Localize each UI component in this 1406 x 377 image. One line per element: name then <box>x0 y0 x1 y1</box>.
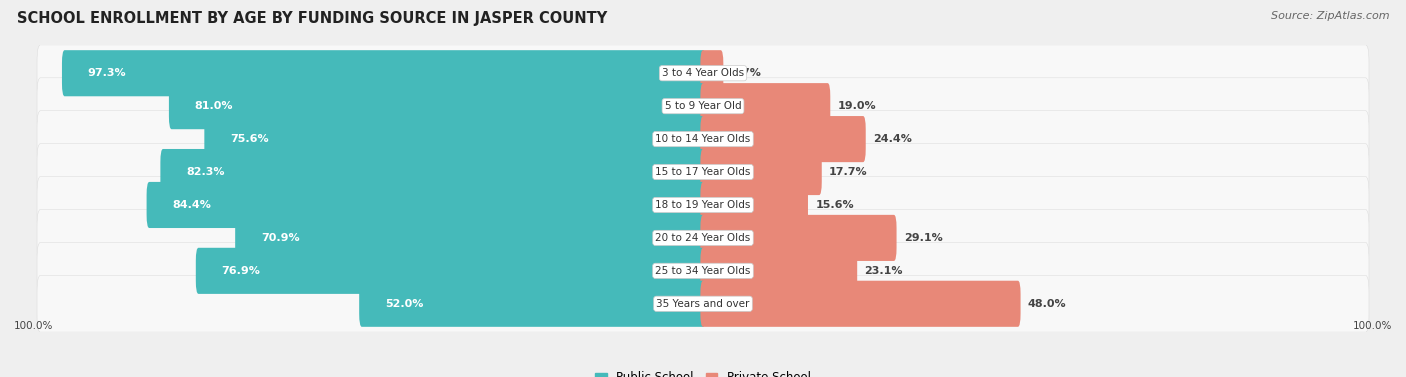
Legend: Public School, Private School: Public School, Private School <box>591 366 815 377</box>
Text: 70.9%: 70.9% <box>260 233 299 243</box>
Text: 82.3%: 82.3% <box>186 167 225 177</box>
Text: 23.1%: 23.1% <box>865 266 903 276</box>
Text: 3 to 4 Year Olds: 3 to 4 Year Olds <box>662 68 744 78</box>
FancyBboxPatch shape <box>37 177 1369 233</box>
FancyBboxPatch shape <box>37 144 1369 200</box>
FancyBboxPatch shape <box>700 83 831 129</box>
FancyBboxPatch shape <box>160 149 706 195</box>
Text: 76.9%: 76.9% <box>221 266 260 276</box>
Text: 35 Years and over: 35 Years and over <box>657 299 749 309</box>
Text: 15 to 17 Year Olds: 15 to 17 Year Olds <box>655 167 751 177</box>
Text: 97.3%: 97.3% <box>87 68 127 78</box>
FancyBboxPatch shape <box>700 215 897 261</box>
FancyBboxPatch shape <box>700 182 808 228</box>
Text: SCHOOL ENROLLMENT BY AGE BY FUNDING SOURCE IN JASPER COUNTY: SCHOOL ENROLLMENT BY AGE BY FUNDING SOUR… <box>17 11 607 26</box>
Text: 100.0%: 100.0% <box>1353 321 1392 331</box>
Text: 25 to 34 Year Olds: 25 to 34 Year Olds <box>655 266 751 276</box>
FancyBboxPatch shape <box>204 116 706 162</box>
FancyBboxPatch shape <box>195 248 706 294</box>
FancyBboxPatch shape <box>235 215 706 261</box>
Text: 17.7%: 17.7% <box>830 167 868 177</box>
Text: 75.6%: 75.6% <box>231 134 269 144</box>
Text: 24.4%: 24.4% <box>873 134 912 144</box>
FancyBboxPatch shape <box>700 50 723 96</box>
Text: 2.7%: 2.7% <box>731 68 762 78</box>
Text: 15.6%: 15.6% <box>815 200 853 210</box>
FancyBboxPatch shape <box>37 242 1369 299</box>
FancyBboxPatch shape <box>37 45 1369 101</box>
Text: 100.0%: 100.0% <box>14 321 53 331</box>
Text: Source: ZipAtlas.com: Source: ZipAtlas.com <box>1271 11 1389 21</box>
FancyBboxPatch shape <box>169 83 706 129</box>
FancyBboxPatch shape <box>37 78 1369 135</box>
FancyBboxPatch shape <box>700 116 866 162</box>
Text: 5 to 9 Year Old: 5 to 9 Year Old <box>665 101 741 111</box>
Text: 52.0%: 52.0% <box>385 299 423 309</box>
Text: 48.0%: 48.0% <box>1028 299 1066 309</box>
Text: 19.0%: 19.0% <box>838 101 876 111</box>
FancyBboxPatch shape <box>700 149 821 195</box>
FancyBboxPatch shape <box>37 111 1369 167</box>
Text: 18 to 19 Year Olds: 18 to 19 Year Olds <box>655 200 751 210</box>
Text: 29.1%: 29.1% <box>904 233 942 243</box>
FancyBboxPatch shape <box>37 210 1369 266</box>
Text: 20 to 24 Year Olds: 20 to 24 Year Olds <box>655 233 751 243</box>
FancyBboxPatch shape <box>700 281 1021 327</box>
FancyBboxPatch shape <box>700 248 858 294</box>
FancyBboxPatch shape <box>37 276 1369 332</box>
FancyBboxPatch shape <box>359 281 706 327</box>
FancyBboxPatch shape <box>62 50 706 96</box>
Text: 10 to 14 Year Olds: 10 to 14 Year Olds <box>655 134 751 144</box>
FancyBboxPatch shape <box>146 182 706 228</box>
Text: 84.4%: 84.4% <box>172 200 211 210</box>
Text: 81.0%: 81.0% <box>194 101 233 111</box>
